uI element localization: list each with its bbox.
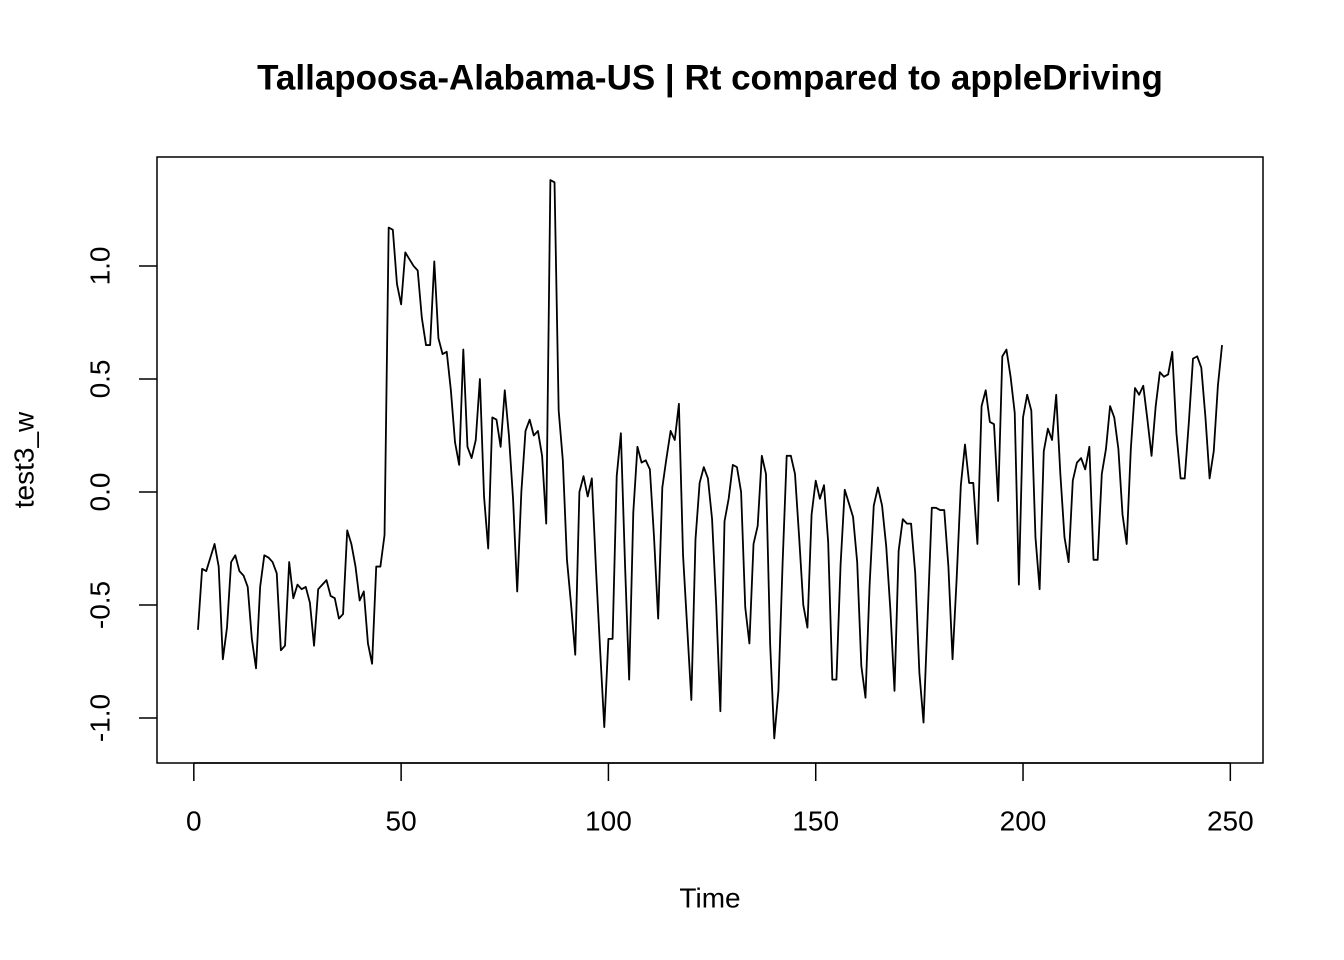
y-tick-label: -1.0 bbox=[84, 694, 115, 742]
x-tick-label: 250 bbox=[1207, 805, 1254, 836]
x-tick-label: 0 bbox=[186, 805, 202, 836]
y-tick-label: -0.5 bbox=[84, 581, 115, 629]
x-tick-label: 150 bbox=[792, 805, 839, 836]
y-tick-label: 1.0 bbox=[84, 246, 115, 285]
x-tick-label: 200 bbox=[1000, 805, 1047, 836]
x-tick-label: 100 bbox=[585, 805, 632, 836]
y-axis-label: test3_w bbox=[8, 411, 39, 508]
x-tick-label: 50 bbox=[386, 805, 417, 836]
y-tick-label: 0.5 bbox=[84, 359, 115, 398]
data-line bbox=[197, 179, 1223, 740]
chart-title: Tallapoosa-Alabama-US | Rt compared to a… bbox=[257, 58, 1163, 97]
x-axis-label: Time bbox=[679, 882, 740, 913]
y-tick-label: 0.0 bbox=[84, 473, 115, 512]
plot-frame bbox=[156, 156, 1264, 764]
